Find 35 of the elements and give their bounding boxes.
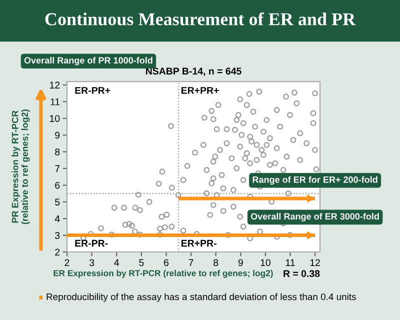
ref-line-label: Range of ER for ER+ 200-fold — [252, 176, 378, 185]
x-tick-label: 9 — [238, 259, 243, 266]
x-tick-label: 12 — [310, 259, 320, 266]
text: Overall Range of PR 1000-fold — [24, 56, 152, 66]
ref-line-label: Overall Range of ER 3000-fold — [250, 212, 379, 222]
annotation: ER-PR- — [75, 240, 108, 247]
annotation: ER+PR- — [182, 240, 216, 247]
chart-subtitle: NSABP B-14, n = 645 — [146, 68, 242, 76]
y-tick-label: 5 — [55, 198, 60, 206]
x-tick-label: 6 — [164, 259, 168, 266]
x-tick-label: 10 — [260, 259, 270, 266]
chart-title: Continuous Measurement of ER and PR — [45, 12, 356, 26]
y-tick-label: 8 — [55, 148, 60, 156]
y-tick-label: 4 — [54, 215, 60, 222]
x-tick-label: 2 — [64, 259, 70, 266]
y-tick-label: 7 — [55, 165, 60, 172]
annotation: ER+PR+ — [182, 87, 219, 94]
y-tick-label: 11 — [50, 98, 60, 106]
x-tick-label: 3 — [89, 259, 94, 266]
y-tick-label: 9 — [55, 132, 60, 139]
y-axis-title: PR Expression by RT-PCR (relative to ref genes; log2) — [12, 110, 30, 224]
y-tick-label: 10 — [50, 115, 60, 122]
y-tick-label: 6 — [55, 182, 60, 189]
x-tick-label: 8 — [214, 259, 218, 266]
x-tick-label: 7 — [188, 259, 194, 266]
y-tick-label: 3 — [55, 232, 60, 239]
text: R = 0.38 — [284, 270, 320, 278]
text: Reproducibility of the assay has a standard deviation of less than 0.4 units — [46, 293, 356, 302]
x-tick-label: 4 — [114, 259, 120, 266]
y-tick-label: 2 — [55, 248, 60, 256]
y-tick-label: 12 — [50, 82, 60, 88]
x-tick-label: 11 — [286, 259, 295, 266]
x-axis-title: ER Expression by RT-PCR (relative to ref genes; log2) — [54, 270, 273, 278]
annotation: ER-PR+ — [75, 87, 110, 94]
x-tick-label: 5 — [139, 259, 144, 266]
